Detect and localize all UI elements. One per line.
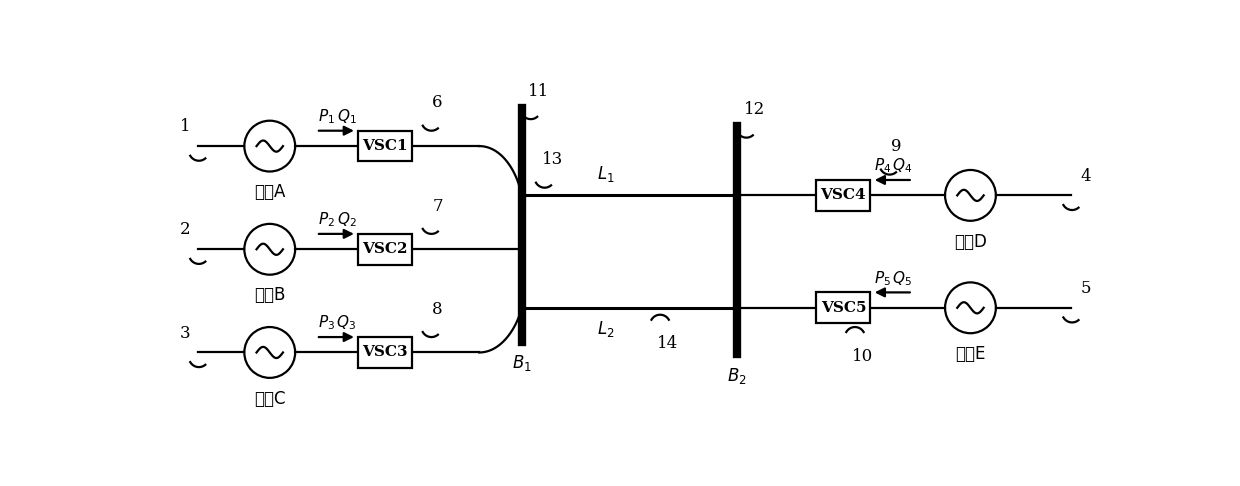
Bar bbox=[358, 131, 412, 161]
Text: 3: 3 bbox=[180, 325, 191, 342]
Text: $P_3$: $P_3$ bbox=[317, 314, 335, 332]
Text: 2: 2 bbox=[180, 222, 191, 239]
Text: $P_1$: $P_1$ bbox=[317, 107, 335, 126]
Text: $B_1$: $B_1$ bbox=[512, 353, 532, 373]
Text: $Q_3$: $Q_3$ bbox=[336, 314, 356, 332]
Text: $P_2$: $P_2$ bbox=[317, 210, 335, 229]
Text: 13: 13 bbox=[542, 152, 563, 169]
Text: 12: 12 bbox=[744, 102, 765, 119]
Text: 1: 1 bbox=[180, 118, 191, 135]
Text: 电网E: 电网E bbox=[955, 345, 986, 363]
Bar bbox=[816, 293, 870, 323]
Text: $Q_4$: $Q_4$ bbox=[893, 156, 913, 175]
Text: 4: 4 bbox=[1080, 168, 1091, 185]
Text: $B_2$: $B_2$ bbox=[728, 365, 746, 385]
Text: $Q_1$: $Q_1$ bbox=[336, 107, 356, 126]
Text: 电网B: 电网B bbox=[254, 286, 285, 305]
Text: $L_1$: $L_1$ bbox=[598, 164, 615, 184]
Text: VSC4: VSC4 bbox=[821, 189, 867, 202]
Text: 5: 5 bbox=[1080, 280, 1091, 297]
Text: $P_5$: $P_5$ bbox=[874, 269, 890, 288]
Text: VSC2: VSC2 bbox=[362, 243, 408, 256]
Text: VSC1: VSC1 bbox=[362, 139, 408, 153]
Bar bbox=[358, 234, 412, 265]
Text: 电网C: 电网C bbox=[254, 390, 285, 408]
Text: 10: 10 bbox=[852, 348, 873, 365]
Text: 9: 9 bbox=[890, 139, 901, 156]
Bar bbox=[358, 337, 412, 368]
Text: 7: 7 bbox=[433, 198, 443, 215]
Text: 电网D: 电网D bbox=[954, 233, 987, 251]
Text: 6: 6 bbox=[433, 94, 443, 111]
Text: 8: 8 bbox=[433, 301, 443, 318]
Text: 电网A: 电网A bbox=[254, 183, 285, 201]
Text: $Q_5$: $Q_5$ bbox=[893, 269, 913, 288]
Text: 14: 14 bbox=[657, 335, 678, 352]
Text: 11: 11 bbox=[528, 83, 549, 100]
Bar bbox=[816, 180, 870, 211]
Text: $L_2$: $L_2$ bbox=[598, 319, 615, 339]
Text: VSC5: VSC5 bbox=[821, 301, 867, 315]
Text: $Q_2$: $Q_2$ bbox=[336, 210, 356, 229]
Text: VSC3: VSC3 bbox=[362, 346, 408, 360]
Text: $P_4$: $P_4$ bbox=[874, 156, 890, 175]
